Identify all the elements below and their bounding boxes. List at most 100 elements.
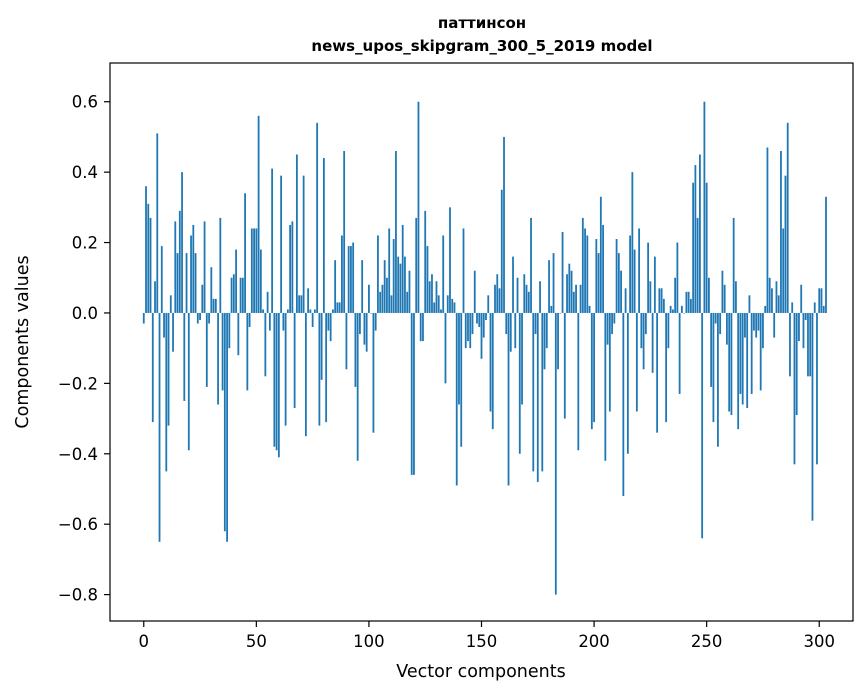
- bar: [291, 221, 294, 313]
- bar: [570, 270, 573, 313]
- bar: [597, 253, 600, 313]
- bar: [237, 312, 240, 356]
- y-tick-label: 0.4: [72, 163, 98, 182]
- bar: [302, 175, 305, 313]
- y-tick-label: 0.6: [72, 93, 98, 112]
- bar: [199, 312, 201, 320]
- bar: [435, 281, 438, 313]
- bar: [286, 309, 289, 313]
- bar: [365, 312, 368, 352]
- bar: [669, 305, 672, 313]
- bar: [214, 298, 217, 313]
- bar: [532, 312, 535, 472]
- bar: [147, 203, 150, 313]
- bar: [518, 312, 521, 454]
- bar: [622, 312, 625, 497]
- bar: [656, 312, 659, 433]
- y-tick-label: −0.6: [58, 515, 98, 534]
- bar: [399, 263, 402, 313]
- bar: [527, 291, 530, 313]
- bar: [732, 217, 735, 313]
- bar: [617, 253, 620, 313]
- bar: [771, 288, 773, 313]
- bar: [572, 291, 575, 313]
- bar: [563, 312, 566, 419]
- bar: [356, 312, 359, 461]
- y-tick-label: −0.2: [58, 374, 98, 393]
- bar: [295, 154, 298, 313]
- bar: [160, 246, 163, 313]
- bar: [271, 168, 274, 313]
- bar: [462, 228, 465, 313]
- bar: [424, 210, 427, 313]
- x-tick-label: 150: [466, 632, 498, 651]
- bar: [307, 288, 310, 313]
- bar: [550, 305, 553, 313]
- bar: [404, 256, 406, 313]
- x-tick-label: 300: [803, 632, 835, 651]
- bar: [426, 246, 429, 313]
- bar: [372, 312, 375, 433]
- bar: [566, 274, 568, 313]
- bar: [453, 302, 456, 313]
- bar: [311, 312, 314, 328]
- bar: [552, 253, 555, 313]
- bar: [687, 291, 690, 313]
- bar: [530, 217, 532, 313]
- bar: [714, 312, 717, 324]
- bar: [318, 312, 321, 426]
- bar: [753, 312, 755, 331]
- bar: [442, 235, 445, 313]
- bar: [467, 312, 469, 342]
- bar: [721, 270, 724, 313]
- bar: [818, 288, 821, 313]
- bar: [595, 239, 598, 313]
- bar: [471, 312, 474, 335]
- bar: [773, 312, 776, 338]
- chart-title-line-2: news_upos_skipgram_300_5_2019 model: [311, 37, 652, 55]
- bar: [266, 291, 269, 313]
- bar: [633, 249, 636, 313]
- bar: [559, 312, 562, 314]
- bar: [541, 312, 544, 472]
- bar: [660, 288, 663, 313]
- bar: [392, 239, 395, 313]
- bar: [523, 274, 526, 313]
- bar: [284, 312, 287, 426]
- bar: [809, 312, 812, 377]
- bar: [667, 312, 670, 349]
- bar: [196, 312, 199, 324]
- bar: [678, 312, 681, 394]
- bar: [811, 312, 814, 521]
- bar: [165, 312, 168, 472]
- bar: [746, 312, 749, 409]
- bar: [345, 312, 348, 370]
- bar: [268, 312, 271, 331]
- bar: [561, 231, 564, 313]
- bar: [653, 256, 656, 313]
- x-tick-label: 250: [691, 632, 723, 651]
- bar: [455, 312, 458, 486]
- bar: [689, 298, 692, 313]
- bar: [219, 217, 222, 313]
- bar: [599, 196, 602, 313]
- bar: [469, 312, 472, 349]
- bar: [341, 235, 343, 313]
- bar: [626, 312, 629, 454]
- bar: [183, 312, 186, 401]
- bar: [142, 312, 145, 324]
- bar: [185, 253, 188, 313]
- bar: [300, 295, 303, 313]
- bar: [322, 158, 325, 313]
- bar: [635, 312, 638, 412]
- bar: [169, 295, 172, 313]
- bar: [440, 309, 442, 313]
- bar: [606, 312, 609, 345]
- bar: [210, 267, 213, 313]
- bar: [644, 312, 647, 335]
- bar: [464, 312, 467, 349]
- bar: [485, 312, 487, 320]
- bar: [176, 253, 179, 313]
- bar: [374, 312, 377, 331]
- bar: [759, 312, 762, 391]
